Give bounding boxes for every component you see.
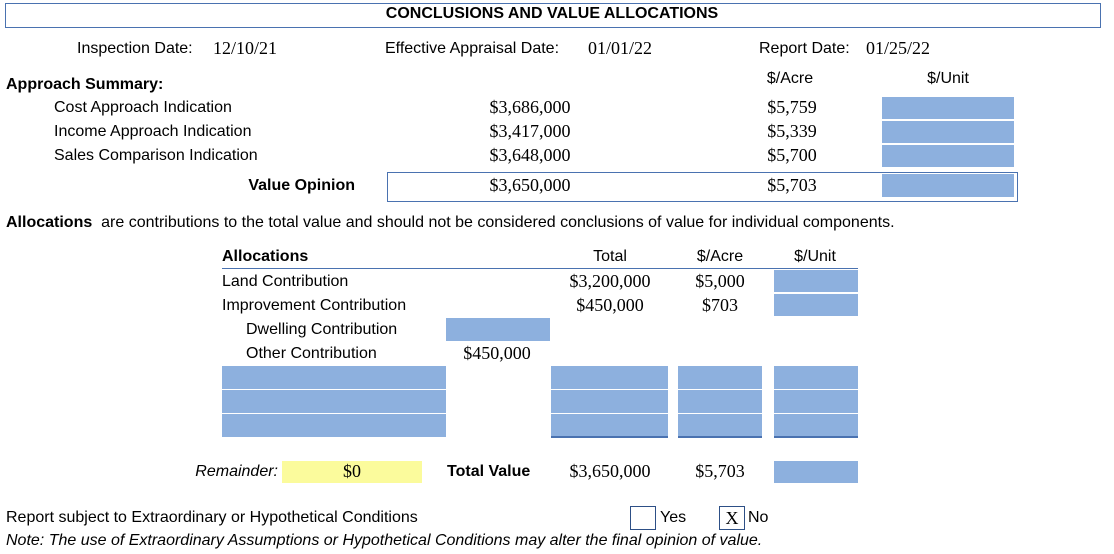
- effective-date: 01/01/22: [588, 38, 653, 58]
- remainder-label: Remainder:: [195, 463, 278, 480]
- approach-per-acre: $5,700: [767, 145, 817, 165]
- header-divider: [222, 268, 858, 269]
- dwelling-value-field[interactable]: [446, 318, 550, 341]
- approach-label: Sales Comparison Indication: [54, 147, 258, 164]
- yes-label: Yes: [660, 509, 687, 526]
- allocations-note-bold: Allocations: [6, 214, 93, 231]
- approach-per-acre: $5,759: [767, 97, 817, 117]
- custom-acre-field[interactable]: [678, 390, 762, 413]
- improvement-unit-field[interactable]: [774, 294, 858, 316]
- value-opinion-per-unit-field[interactable]: [882, 174, 1014, 197]
- custom-unit-field[interactable]: [774, 414, 858, 438]
- custom-total-field[interactable]: [551, 390, 668, 413]
- improvement-label: Improvement Contribution: [222, 297, 407, 314]
- custom-total-field[interactable]: [551, 366, 668, 389]
- approach-label: Cost Approach Indication: [54, 99, 232, 116]
- remainder-value: $0: [343, 461, 361, 481]
- improvement-total: $450,000: [576, 295, 644, 315]
- inspection-date: 12/10/21: [213, 38, 278, 58]
- land-label: Land Contribution: [222, 273, 349, 290]
- other-label: Other Contribution: [246, 345, 377, 362]
- custom-acre-field[interactable]: [678, 366, 762, 389]
- approach-label: Income Approach Indication: [54, 123, 252, 140]
- approach-value: $3,417,000: [489, 121, 571, 141]
- value-opinion-label: Value Opinion: [248, 177, 355, 194]
- value-opinion-box: [387, 172, 1018, 202]
- allocations-note: Allocations are contributions to the tot…: [6, 213, 895, 233]
- total-per-acre: $5,703: [695, 461, 745, 481]
- no-checkbox[interactable]: X: [719, 506, 745, 530]
- approach-per-unit-field[interactable]: [882, 97, 1014, 119]
- yes-checkbox[interactable]: [630, 506, 656, 530]
- alloc-header-total: Total: [593, 248, 627, 265]
- custom-acre-field[interactable]: [678, 414, 762, 438]
- custom-label-field[interactable]: [222, 366, 446, 389]
- effective-date-label: Effective Appraisal Date:: [385, 40, 560, 57]
- custom-label-field[interactable]: [222, 390, 446, 413]
- unit-header: $/Unit: [927, 70, 969, 87]
- report-date: 01/25/22: [866, 38, 931, 58]
- total-value: $3,650,000: [569, 461, 651, 481]
- approach-summary-heading: Approach Summary:: [6, 76, 164, 93]
- custom-label-field[interactable]: [222, 414, 446, 437]
- conditions-label: Report subject to Extraordinary or Hypot…: [6, 509, 418, 526]
- land-total: $3,200,000: [569, 271, 651, 291]
- approach-per-unit-field[interactable]: [882, 121, 1014, 143]
- custom-unit-field[interactable]: [774, 366, 858, 389]
- alloc-header-acre: $/Acre: [696, 248, 744, 265]
- alloc-header-label: Allocations: [222, 248, 309, 265]
- land-unit-field[interactable]: [774, 270, 858, 292]
- report-date-label: Report Date:: [759, 40, 850, 57]
- custom-total-field[interactable]: [551, 414, 668, 438]
- approach-value: $3,686,000: [489, 97, 571, 117]
- approach-per-acre: $5,339: [767, 121, 817, 141]
- value-opinion-per-acre: $5,703: [767, 175, 817, 195]
- value-opinion-value: $3,650,000: [489, 175, 571, 195]
- acre-header: $/Acre: [766, 70, 814, 87]
- title-box: [5, 3, 1101, 28]
- land-acre: $5,000: [695, 271, 745, 291]
- section-title: CONCLUSIONS AND VALUE ALLOCATIONS: [385, 5, 719, 22]
- inspection-date-label: Inspection Date:: [77, 40, 193, 57]
- alloc-header-unit: $/Unit: [794, 248, 836, 265]
- dwelling-label: Dwelling Contribution: [246, 321, 398, 338]
- allocations-note-text: are contributions to the total value and…: [101, 214, 895, 231]
- other-value: $450,000: [463, 343, 531, 363]
- approach-per-unit-field[interactable]: [882, 145, 1014, 167]
- no-label: No: [748, 509, 769, 526]
- improvement-acre: $703: [702, 295, 738, 315]
- approach-value: $3,648,000: [489, 145, 571, 165]
- total-value-label: Total Value: [447, 463, 531, 480]
- total-unit-field[interactable]: [774, 461, 858, 483]
- remainder-field: [282, 461, 422, 483]
- custom-unit-field[interactable]: [774, 390, 858, 413]
- conditions-note: Note: The use of Extraordinary Assumptio…: [6, 532, 763, 549]
